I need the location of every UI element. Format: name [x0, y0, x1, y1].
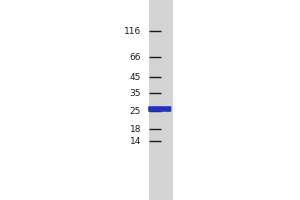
- Text: 25: 25: [130, 106, 141, 116]
- Text: 18: 18: [130, 124, 141, 134]
- Text: 35: 35: [130, 88, 141, 98]
- FancyBboxPatch shape: [148, 106, 171, 112]
- Text: 116: 116: [124, 26, 141, 36]
- Text: 14: 14: [130, 136, 141, 146]
- Text: 66: 66: [130, 52, 141, 62]
- Text: 45: 45: [130, 72, 141, 82]
- Bar: [148, 0, 172, 200]
